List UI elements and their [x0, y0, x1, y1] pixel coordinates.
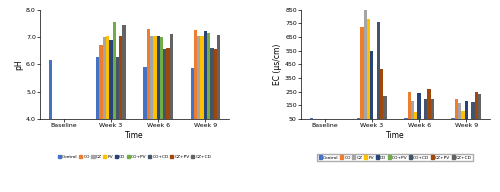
X-axis label: Time: Time	[386, 131, 405, 140]
Bar	[106, 36, 109, 119]
Bar	[408, 92, 411, 119]
Bar	[357, 118, 360, 119]
Bar	[200, 36, 204, 119]
Bar	[414, 112, 418, 119]
Bar	[112, 22, 116, 119]
Bar	[122, 26, 126, 119]
Bar	[404, 118, 407, 119]
Bar	[109, 40, 112, 119]
Bar	[116, 57, 119, 119]
Legend: Control, CO, CZ, PV, CD, CO+PV, CO+CD, CZ+PV, CZ+CD: Control, CO, CZ, PV, CD, CO+PV, CO+CD, C…	[318, 154, 474, 161]
Bar	[360, 27, 364, 119]
Bar	[207, 33, 210, 119]
Bar	[156, 36, 160, 119]
Bar	[146, 29, 150, 119]
Bar	[384, 96, 386, 119]
Bar	[119, 36, 122, 119]
Bar	[144, 67, 146, 119]
Bar	[428, 89, 430, 119]
Y-axis label: EC (μs/cm): EC (μs/cm)	[273, 44, 282, 85]
Bar	[48, 60, 52, 119]
Y-axis label: pH: pH	[14, 59, 23, 70]
Bar	[380, 69, 384, 119]
Bar	[458, 103, 462, 119]
Bar	[210, 48, 214, 119]
Bar	[455, 98, 458, 119]
Bar	[478, 94, 482, 119]
Bar	[462, 111, 464, 119]
Bar	[452, 118, 455, 119]
Bar	[214, 49, 217, 119]
X-axis label: Time: Time	[125, 131, 144, 140]
Bar	[424, 99, 428, 119]
Bar	[377, 22, 380, 119]
Bar	[166, 48, 170, 119]
Bar	[160, 37, 163, 119]
Bar	[153, 36, 156, 119]
Bar	[367, 19, 370, 119]
Bar	[102, 37, 106, 119]
Bar	[217, 35, 220, 119]
Bar	[418, 93, 421, 119]
Bar	[194, 30, 197, 119]
Legend: Control, CO, CZ, PV, CD, CO+PV, CO+CD, CZ+PV, CZ+CD: Control, CO, CZ, PV, CD, CO+PV, CO+CD, C…	[57, 154, 212, 160]
Bar	[430, 99, 434, 119]
Bar	[204, 31, 207, 119]
Bar	[190, 68, 194, 119]
Bar	[364, 9, 367, 119]
Bar	[163, 49, 166, 119]
Bar	[310, 118, 313, 119]
Bar	[170, 34, 173, 119]
Bar	[472, 102, 474, 119]
Bar	[100, 45, 102, 119]
Bar	[411, 101, 414, 119]
Bar	[96, 57, 100, 119]
Bar	[474, 92, 478, 119]
Bar	[370, 51, 374, 119]
Bar	[197, 36, 200, 119]
Bar	[464, 101, 468, 119]
Bar	[150, 36, 153, 119]
